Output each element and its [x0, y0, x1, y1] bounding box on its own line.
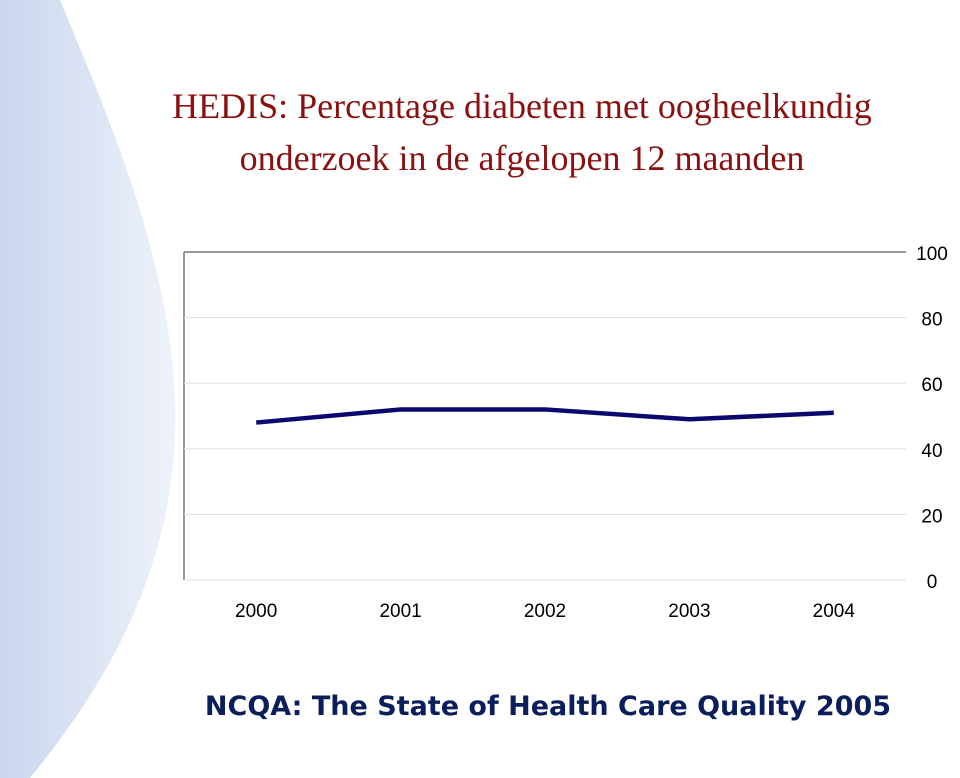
y-tick-label: 60	[921, 375, 942, 396]
x-tick-label: 2000	[235, 601, 277, 622]
line-series	[255, 407, 834, 425]
footer: NCQA: The State of Health Care Quality 2…	[205, 691, 891, 722]
x-tick-label: 2004	[813, 601, 856, 622]
background-swoosh	[0, 0, 176, 778]
chart-title: onderzoek in de afgelopen 12 maanden	[240, 138, 805, 178]
y-tick-label: 40	[921, 441, 942, 462]
y-tick-label: 20	[921, 506, 942, 527]
x-tick-label: 2002	[524, 601, 566, 622]
chart-title: HEDIS: Percentage diabeten met oogheelku…	[172, 86, 872, 126]
x-tick-label: 2001	[379, 601, 421, 622]
x-tick-label: 2003	[668, 601, 710, 622]
y-tick-label: 100	[916, 244, 948, 265]
y-tick-label: 80	[921, 310, 942, 331]
y-tick-label: 0	[927, 572, 938, 593]
